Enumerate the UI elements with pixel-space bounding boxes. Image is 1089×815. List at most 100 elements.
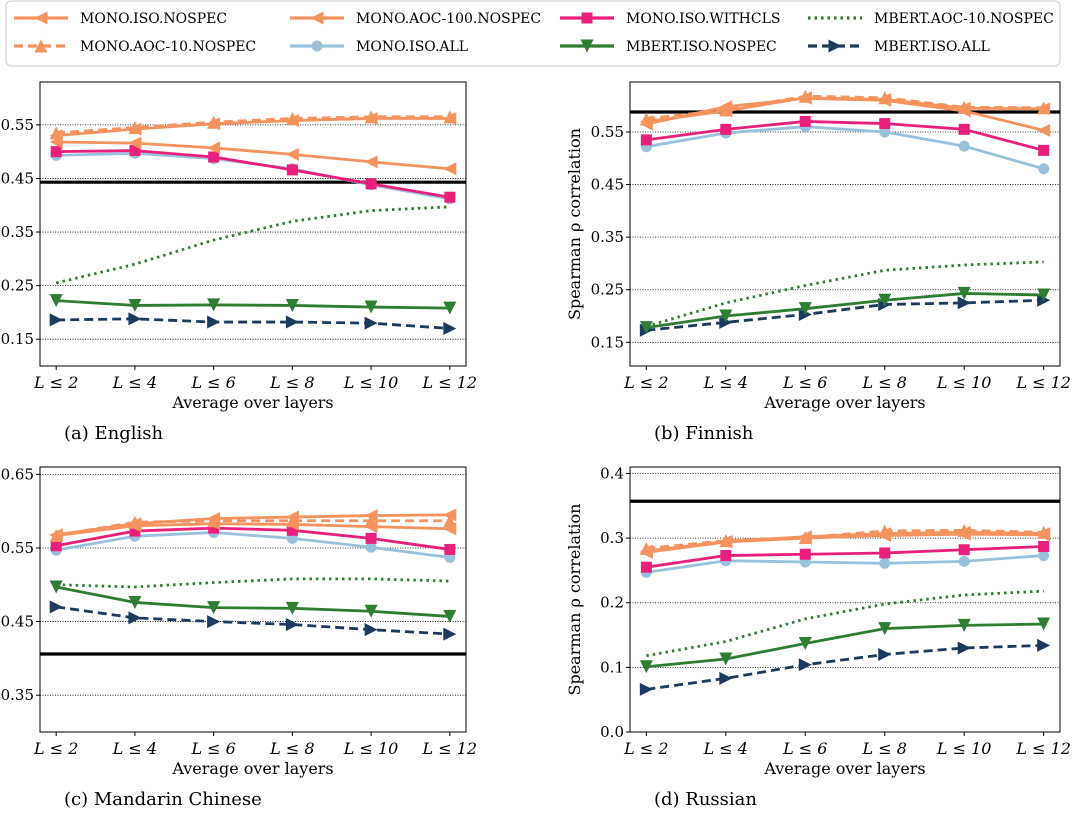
x-tick-label: L ≤ 10: [936, 373, 992, 392]
data-point: [878, 647, 892, 661]
y-tick-label: 0.55: [591, 123, 624, 141]
chart-b-finnish: 0.15 0.25 0.35 0.45 0.55 L ≤ 2 L ≤ 4 L ≤ 6 L ≤ 8…: [565, 81, 1071, 444]
legend-label: MONO.AOC-100.NOSPEC: [356, 11, 541, 27]
series-line: [55, 585, 450, 618]
x-axis-label: Average over layers: [171, 759, 333, 778]
legend-entry-mono-iso-withcls: MONO.ISO.WITHCLS: [560, 11, 780, 27]
data-point: [957, 523, 971, 537]
data-point: [957, 100, 971, 114]
series-mono-iso-all: [50, 527, 456, 564]
data-point: [878, 293, 892, 307]
y-tick-label: 0.55: [1, 539, 34, 557]
data-point: [365, 532, 377, 544]
series-group: [639, 89, 1051, 337]
series-mono-iso-withcls: [50, 522, 456, 555]
legend-marker: [828, 39, 842, 53]
legend-entry-mbert-iso-all: MBERT.ISO.ALL: [808, 39, 990, 55]
data-point: [798, 530, 812, 544]
data-point: [285, 147, 299, 161]
chart-a-english: 0.15 0.25 0.35 0.45 0.55 L ≤ 2 L ≤ 4 L ≤ 6 L ≤ 8…: [1, 81, 478, 444]
y-tick-label: 0.35: [591, 228, 624, 246]
data-point: [49, 313, 63, 327]
x-tick-label: L ≤ 12: [422, 739, 478, 758]
series-line: [56, 151, 451, 201]
series-line: [55, 526, 451, 551]
series-mbert-aoc-10-nospec: [646, 589, 1044, 658]
series-line: [646, 643, 1044, 691]
data-point: [957, 286, 971, 300]
data-point: [720, 550, 732, 562]
legend-marker: [34, 39, 48, 53]
series-group: [49, 110, 457, 335]
data-point: [640, 134, 652, 146]
data-point: [285, 618, 299, 632]
x-tick-label: L ≤ 12: [422, 373, 478, 392]
data-point: [49, 600, 63, 614]
series-group: [49, 508, 457, 641]
series-line: [646, 125, 1045, 171]
data-point: [1038, 163, 1050, 175]
data-point: [286, 524, 298, 536]
series-mono-iso-all: [50, 147, 456, 205]
series-line: [645, 260, 1044, 328]
data-point: [285, 601, 299, 615]
data-point: [208, 151, 220, 163]
data-point: [285, 315, 299, 329]
x-axis-label: Average over layers: [763, 759, 925, 778]
x-tick-label: L ≤ 6: [782, 373, 827, 392]
panel-caption: (c) Mandarin Chinese: [64, 789, 262, 810]
data-point: [285, 298, 299, 312]
data-point: [1037, 638, 1051, 652]
y-tick-label: 0.3: [600, 529, 624, 547]
data-point: [128, 121, 142, 135]
data-point: [365, 541, 377, 553]
data-point: [957, 296, 971, 310]
data-point: [1037, 288, 1051, 302]
data-point: [639, 321, 653, 335]
series-line: [55, 531, 450, 559]
data-point: [879, 547, 891, 559]
data-point: [1037, 525, 1051, 539]
legend-marker: [311, 40, 323, 52]
x-tick-label: L ≤ 4: [703, 739, 748, 758]
data-point: [50, 146, 62, 158]
data-point: [1038, 144, 1050, 156]
data-point: [207, 514, 221, 528]
plot-frame: [39, 466, 467, 733]
y-tick-label: 0.2: [600, 594, 624, 612]
series-mbert-iso-all: [639, 293, 1051, 337]
data-point: [1037, 617, 1051, 631]
series-line: [56, 117, 450, 137]
series-mbert-iso-all: [49, 600, 457, 641]
x-axis-label: Average over layers: [763, 393, 925, 412]
data-point: [128, 136, 142, 150]
series-mbert-aoc-10-nospec: [55, 205, 450, 285]
series-line: [56, 577, 450, 589]
series-line: [56, 140, 450, 171]
panel-caption: (b) Finnish: [654, 423, 754, 444]
x-tick-label: L ≤ 6: [190, 373, 235, 392]
legend-marker: [580, 39, 594, 53]
x-tick-label: L ≤ 4: [703, 373, 748, 392]
data-point: [443, 321, 457, 335]
data-point: [128, 298, 142, 312]
legend-entry-mono-iso-all: MONO.ISO.ALL: [290, 39, 468, 55]
series-mbert-iso-all: [639, 638, 1051, 696]
x-tick-label: L ≤ 8: [269, 739, 314, 758]
data-point: [879, 126, 891, 138]
data-point: [1038, 550, 1050, 562]
series-mono-iso-withcls: [50, 145, 456, 203]
series-mono-aoc-10-nospec: [639, 523, 1051, 555]
series-mbert-iso-nospec: [639, 286, 1051, 335]
data-point: [798, 302, 812, 316]
panel-caption: (a) English: [64, 423, 164, 444]
data-point: [958, 555, 970, 567]
data-point: [128, 312, 142, 326]
data-point: [364, 623, 378, 637]
series-mbert-aoc-10-nospec: [56, 577, 450, 589]
data-point: [1037, 101, 1051, 115]
data-point: [286, 164, 298, 176]
data-point: [207, 115, 221, 129]
data-point: [364, 514, 378, 528]
x-tick-label: L ≤ 6: [782, 739, 827, 758]
